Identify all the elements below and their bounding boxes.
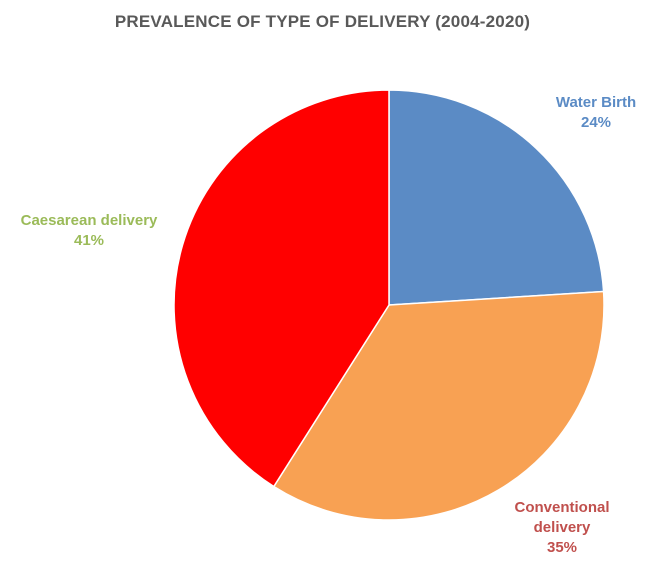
data-label-conventional-delivery: Conventional delivery 35% xyxy=(514,499,609,556)
data-label-caesarean-delivery: Caesarean delivery 41% xyxy=(21,212,158,249)
pie-slice-conventional-delivery xyxy=(272,290,605,521)
pie-slice-caesarean-delivery xyxy=(173,89,390,488)
data-label-water-birth: Water Birth 24% xyxy=(556,94,636,131)
chart-title: PREVALENCE OF TYPE OF DELIVERY (2004-202… xyxy=(114,12,531,31)
pie-slice-water-birth xyxy=(388,89,605,306)
